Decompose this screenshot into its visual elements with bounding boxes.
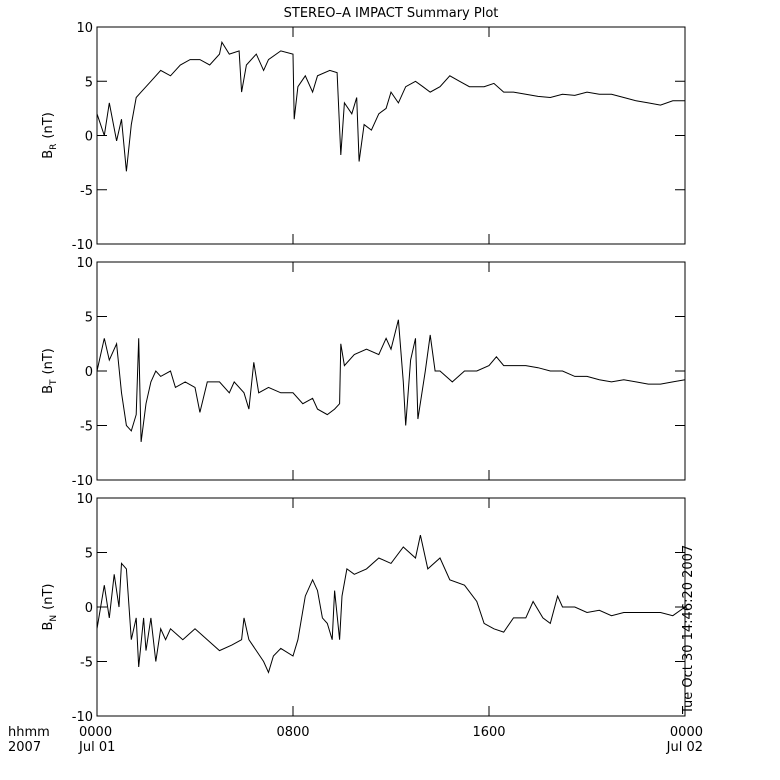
y-label-unit: (nT): [41, 348, 56, 374]
plot-frame: [96, 26, 686, 245]
y-axis-label: BN (nT): [41, 584, 59, 631]
y-tick-label: 10: [76, 21, 93, 36]
y-tick-label: 0: [85, 130, 93, 145]
x-axis-label: hhmm: [8, 725, 50, 740]
x-tick-date: Jul 02: [666, 740, 703, 755]
x-tick-label: 0000: [79, 725, 112, 740]
y-tick-label: 10: [76, 492, 93, 507]
x-tick-date: Jul 01: [78, 740, 115, 755]
y-tick-label: 0: [85, 601, 93, 616]
x-axis-label: 2007: [8, 740, 41, 755]
y-tick-label: 10: [76, 256, 93, 271]
x-tick-label: 0800: [276, 725, 309, 740]
y-tick-label: -10: [72, 474, 93, 489]
data-line: [96, 40, 685, 172]
chart-title: STEREO–A IMPACT Summary Plot: [284, 6, 499, 21]
y-tick-label: 5: [85, 75, 93, 90]
y-tick-label: -10: [72, 238, 93, 253]
y-axis-label: BR (nT): [41, 112, 59, 159]
y-label-sub: R: [49, 144, 59, 150]
y-label-unit: (nT): [41, 584, 56, 610]
y-label-sub: N: [49, 615, 59, 622]
x-tick-label: 1600: [472, 725, 505, 740]
y-axis-label: BT (nT): [41, 348, 59, 394]
plot-frame: [96, 261, 686, 481]
y-tick-label: -10: [72, 710, 93, 725]
y-label-base: B: [41, 150, 56, 159]
x-tick-label: 0000: [670, 725, 703, 740]
y-tick-label: 0: [85, 365, 93, 380]
y-tick-label: -5: [80, 656, 93, 671]
y-label-base: B: [41, 622, 56, 631]
timestamp: Tue Oct 30 14:46:20 2007: [681, 545, 696, 715]
y-label-base: B: [41, 385, 56, 394]
y-tick-label: -5: [80, 420, 93, 435]
data-line: [96, 534, 686, 674]
y-label-sub: T: [49, 379, 59, 386]
y-label-unit: (nT): [41, 112, 56, 138]
y-tick-label: 5: [85, 311, 93, 326]
data-line: [96, 319, 686, 442]
plot-frame: [96, 497, 686, 717]
y-tick-label: 5: [85, 547, 93, 562]
y-tick-label: -5: [80, 184, 93, 199]
